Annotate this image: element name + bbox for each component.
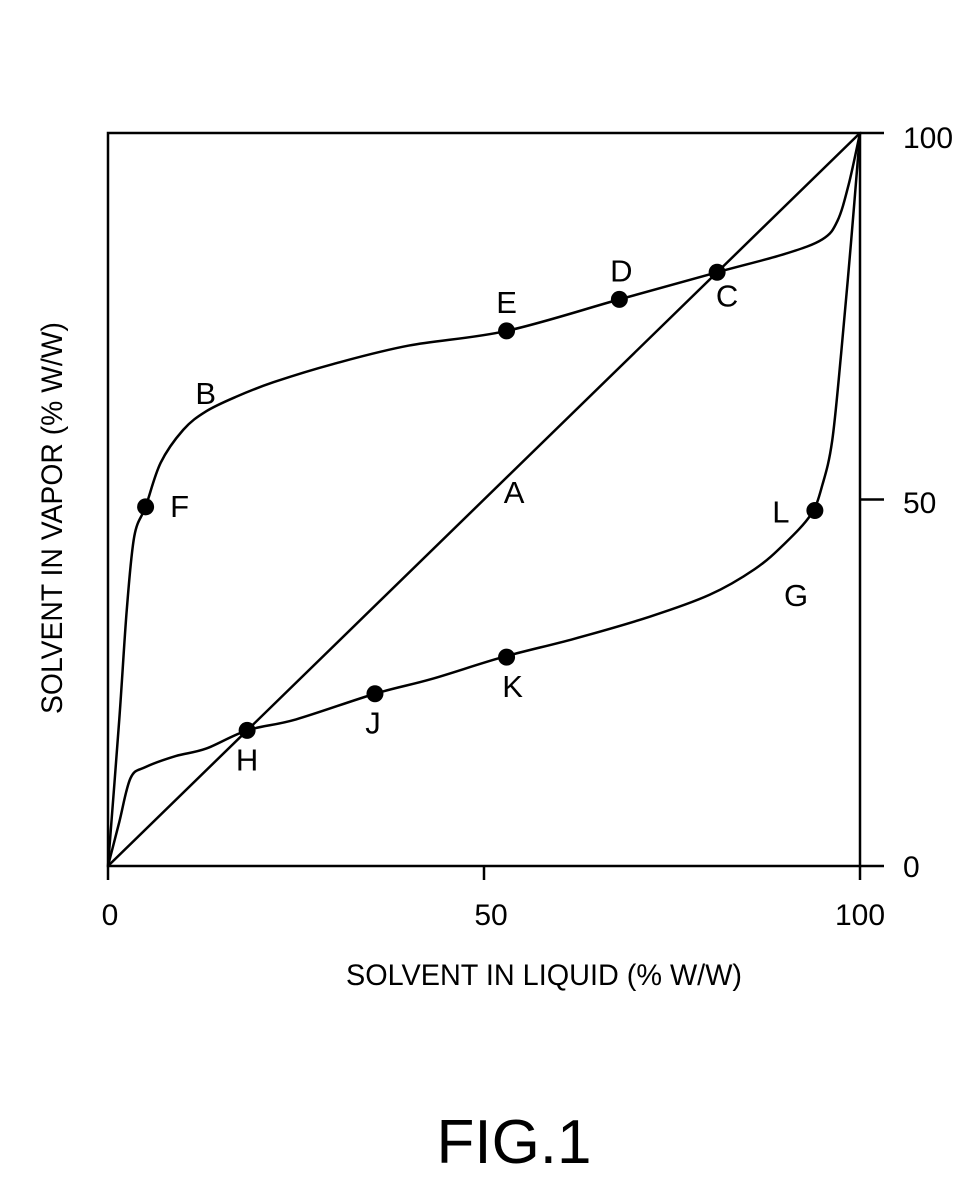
point-marker-f — [137, 498, 154, 515]
point-label-f: F — [170, 489, 189, 524]
point-label-e: E — [496, 285, 517, 320]
curve-label-a: A — [504, 475, 525, 510]
figure-label: FIG.1 — [436, 1108, 591, 1177]
point-label-j: J — [365, 706, 381, 741]
curve-label-g: G — [784, 578, 808, 613]
plot-area: C D E F H J K L A B G — [108, 133, 884, 880]
point-label-c: C — [716, 278, 738, 313]
point-marker-d — [611, 291, 628, 308]
x-tick-label-0: 0 — [102, 899, 119, 932]
point-label-h: H — [236, 742, 258, 777]
y-tick-label-50: 50 — [903, 487, 936, 520]
x-axis-title: SOLVENT IN LIQUID (% W/W) — [346, 959, 742, 992]
y-axis-title: SOLVENT IN VAPOR (% W/W) — [36, 322, 69, 714]
point-marker-j — [366, 685, 383, 702]
x-tick-label-100: 100 — [835, 899, 885, 932]
point-marker-l — [806, 502, 823, 519]
y-tick-label-0: 0 — [903, 851, 920, 884]
curve-label-b: B — [195, 376, 216, 411]
point-label-k: K — [502, 669, 523, 704]
x-tick-label-50: 50 — [474, 899, 507, 932]
y-tick-label-100: 100 — [903, 122, 953, 155]
point-marker-k — [498, 649, 515, 666]
point-marker-e — [498, 322, 515, 339]
point-label-d: D — [610, 253, 632, 288]
point-marker-h — [239, 722, 256, 739]
series-line-a — [108, 133, 860, 866]
point-label-l: L — [772, 494, 789, 529]
